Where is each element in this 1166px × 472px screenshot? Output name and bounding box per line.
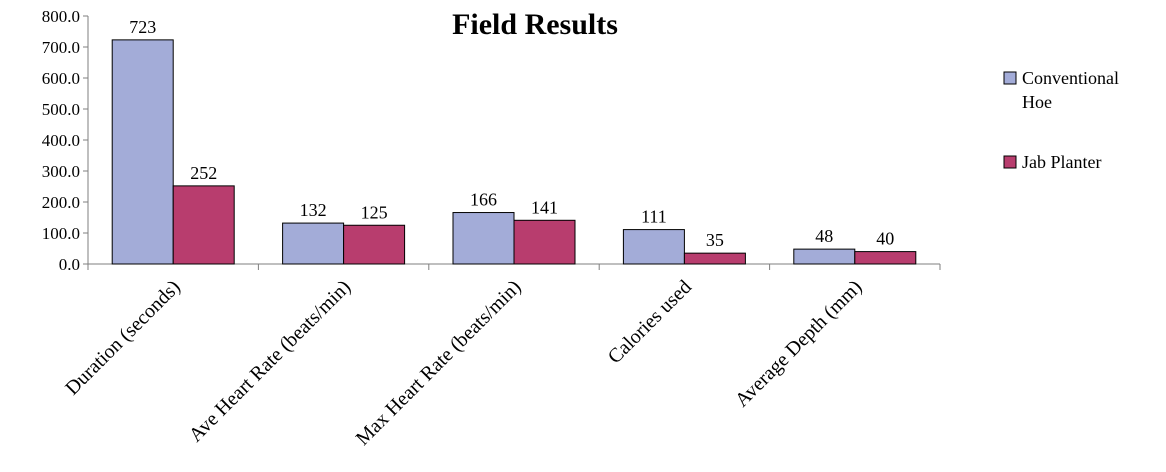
y-tick-label: 100.0: [42, 224, 80, 243]
data-label: 125: [361, 202, 388, 222]
y-tick-label: 0.0: [59, 255, 80, 274]
data-label: 166: [470, 190, 497, 210]
y-tick-label: 500.0: [42, 100, 80, 119]
bar-conventional-hoe: [452, 212, 515, 265]
bar-jab-planter: [513, 219, 576, 265]
data-label: 723: [129, 17, 156, 37]
chart-title: Field Results: [452, 8, 618, 41]
y-tick-label: 700.0: [42, 38, 80, 57]
bar-jab-planter: [683, 252, 746, 265]
x-category-label: Average Depth (mm): [731, 276, 866, 411]
y-tick-label: 400.0: [42, 131, 80, 150]
data-label: 141: [531, 197, 558, 217]
x-category-label: Calories used: [604, 276, 696, 368]
data-label: 35: [706, 230, 724, 250]
bar-jab-planter: [854, 251, 917, 265]
data-label: 40: [876, 229, 894, 249]
legend-swatch: [1003, 155, 1017, 169]
data-label: 252: [190, 163, 217, 183]
bar-conventional-hoe: [282, 222, 345, 265]
legend-swatch: [1003, 71, 1017, 85]
data-label: 111: [641, 207, 667, 227]
bar-conventional-hoe: [793, 248, 856, 265]
data-label: 48: [815, 226, 833, 246]
x-category-label: Duration (seconds): [61, 276, 185, 400]
bars: [111, 39, 917, 265]
x-category-label: Max Heart Rate (beats/min): [352, 276, 526, 450]
bar-jab-planter: [172, 185, 235, 265]
data-label: 132: [300, 200, 327, 220]
legend-label: Conventional: [1022, 68, 1119, 88]
data-labels: 723 132 166 111 48 252 125 141 35 40: [129, 17, 894, 250]
bar-conventional-hoe: [111, 39, 174, 265]
y-tick-label: 600.0: [42, 69, 80, 88]
bar-conventional-hoe: [622, 229, 685, 265]
legend: Conventional Hoe Jab Planter: [1003, 68, 1119, 172]
bar-jab-planter: [343, 224, 406, 265]
y-tick-label: 800.0: [42, 7, 80, 26]
x-category-label: Ave Heart Rate (beats/min): [185, 276, 355, 446]
legend-label: Jab Planter: [1022, 152, 1101, 172]
legend-label: Hoe: [1022, 92, 1052, 112]
y-tick-label: 200.0: [42, 193, 80, 212]
y-tick-label: 300.0: [42, 162, 80, 181]
